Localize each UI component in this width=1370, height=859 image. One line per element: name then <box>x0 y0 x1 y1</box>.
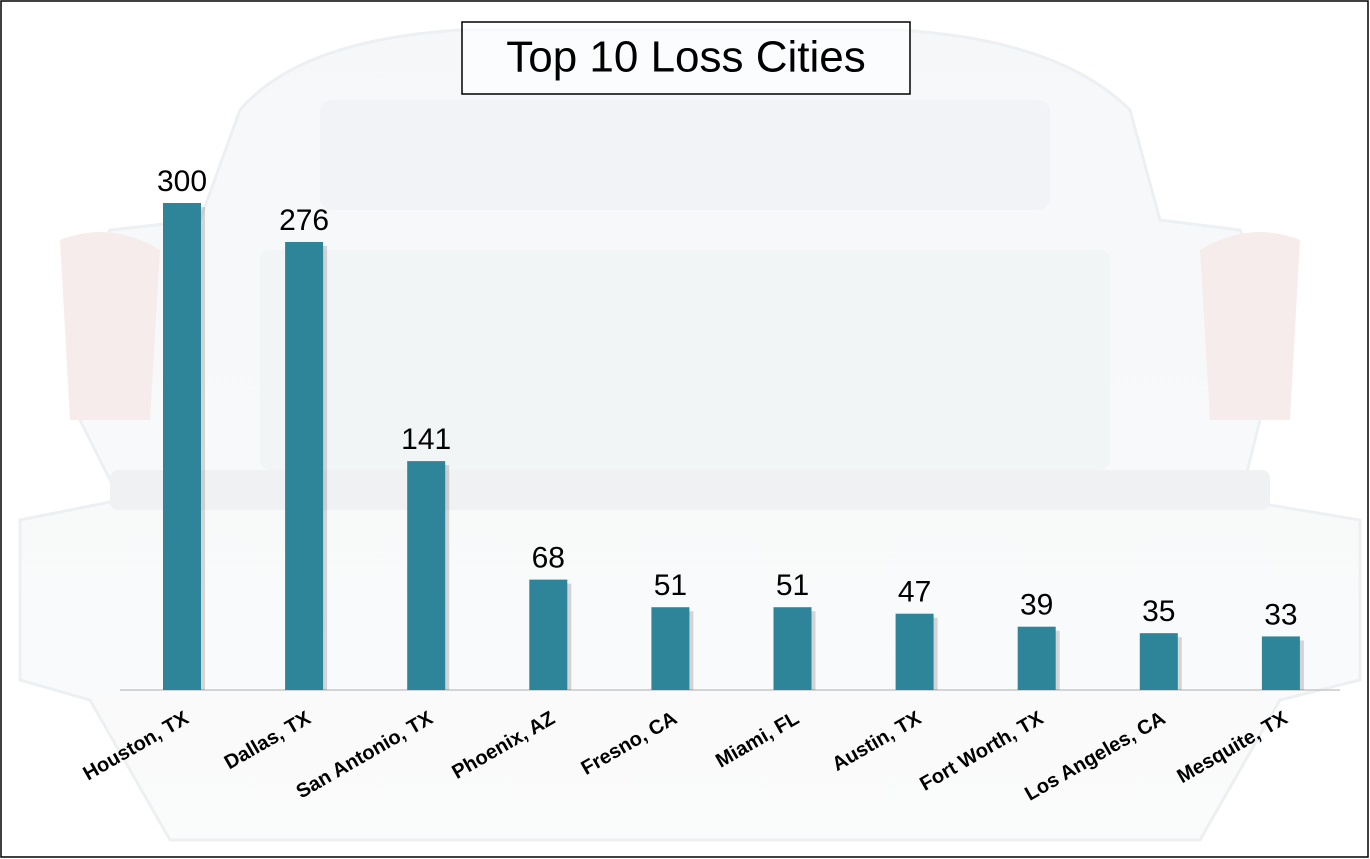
data-label: 51 <box>654 569 687 602</box>
title-box <box>461 21 911 95</box>
bar <box>1261 636 1300 690</box>
bar <box>1139 633 1178 690</box>
data-label: 39 <box>1020 589 1053 622</box>
data-label: 35 <box>1142 595 1175 628</box>
bar <box>895 613 934 690</box>
bar <box>651 607 690 690</box>
data-label: 68 <box>532 542 565 575</box>
bar <box>529 579 568 690</box>
bar <box>773 607 812 690</box>
data-label: 300 <box>157 165 207 198</box>
data-label: 141 <box>401 423 451 456</box>
data-label: 33 <box>1264 598 1297 631</box>
bar <box>285 241 324 690</box>
bar <box>407 461 446 690</box>
bar <box>1017 626 1056 690</box>
data-label: 47 <box>898 576 931 609</box>
data-label: 276 <box>279 204 329 237</box>
bar <box>163 203 201 690</box>
data-label: 51 <box>776 569 809 602</box>
chart-title: Top 10 Loss Cities <box>506 33 866 82</box>
